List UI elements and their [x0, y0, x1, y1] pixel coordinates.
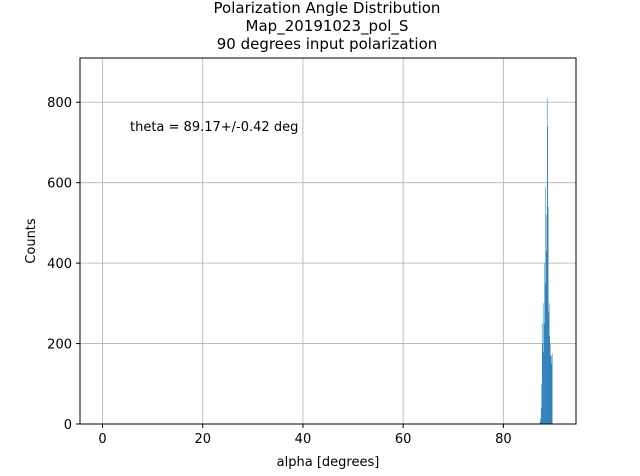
- bar: [547, 206, 549, 424]
- bar: [544, 283, 546, 424]
- bar: [541, 383, 542, 424]
- y-tick-label: 200: [47, 338, 72, 353]
- bar: [545, 251, 547, 424]
- bar: [542, 303, 544, 424]
- bar: [547, 126, 548, 424]
- plot-frame: [79, 57, 577, 425]
- y-tick-label: 800: [47, 96, 72, 111]
- x-tick-label: 60: [395, 432, 412, 447]
- x-tick-label: 20: [194, 432, 211, 447]
- bar: [546, 98, 548, 424]
- bar: [545, 186, 546, 424]
- bar: [550, 355, 552, 424]
- bar: [550, 355, 551, 424]
- x-axis-label: alpha [degrees]: [277, 455, 380, 470]
- bar: [544, 263, 545, 424]
- annotation: theta = 89.17+/-0.42 deg: [130, 120, 298, 135]
- bar: [549, 343, 551, 424]
- bar: [551, 353, 553, 424]
- bar: [548, 303, 550, 424]
- bar: [543, 351, 544, 424]
- bar: [539, 421, 541, 424]
- bar: [543, 323, 545, 424]
- bar: [549, 335, 550, 424]
- y-tick-label: 600: [47, 177, 72, 192]
- y-tick-label: 400: [47, 257, 72, 272]
- x-tick-label: 0: [98, 432, 106, 447]
- bar: [542, 343, 543, 424]
- chart-title: Polarization Angle Distribution: [214, 0, 441, 17]
- y-axis-label: Counts: [24, 218, 39, 264]
- bar: [540, 407, 542, 424]
- bar: [551, 363, 552, 424]
- bar: [541, 323, 543, 424]
- x-tick-label: 80: [495, 432, 512, 447]
- chart-subtitle: Map_20191023_pol_S: [246, 17, 409, 36]
- bar: [540, 417, 541, 424]
- bar: [546, 214, 547, 424]
- chart-subtitle: 90 degrees input polarization: [217, 35, 438, 53]
- x-tick-label: 40: [295, 432, 312, 447]
- bar: [548, 311, 549, 424]
- y-tick-label: 0: [64, 418, 72, 433]
